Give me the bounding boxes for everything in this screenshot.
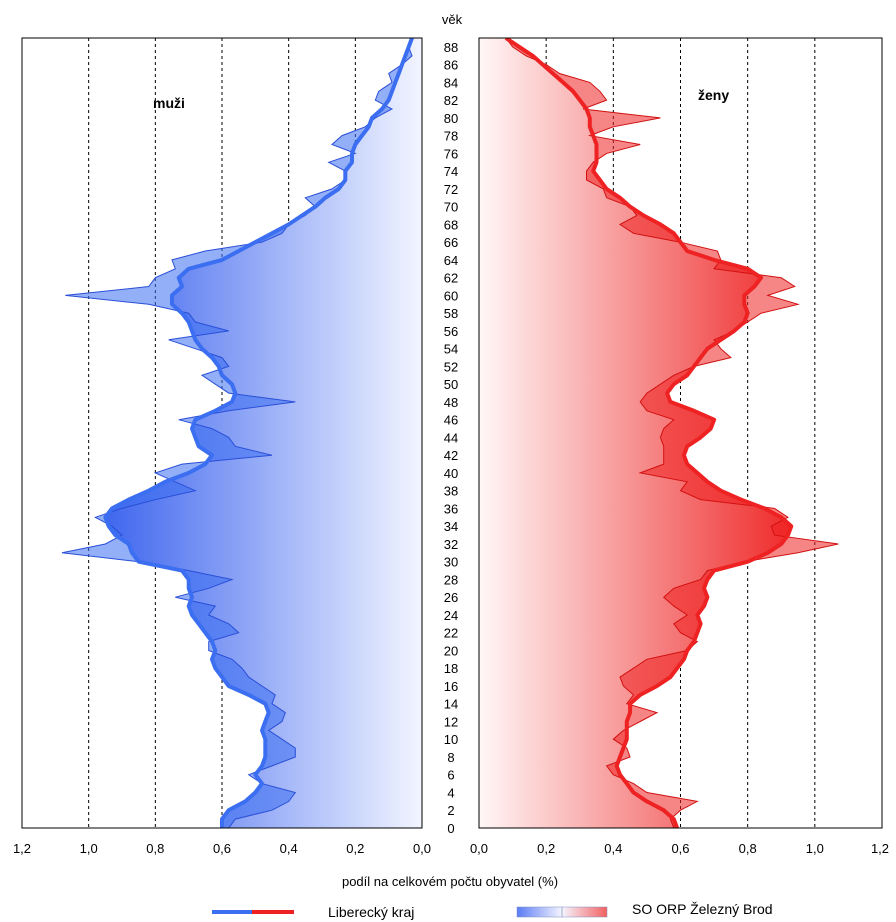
women-district-outline (505, 38, 839, 828)
age-tick-label: 86 (444, 58, 458, 73)
women-plot-area (479, 38, 839, 828)
age-tick-label: 30 (444, 555, 458, 570)
men-panel-frame (21, 37, 423, 829)
age-tick-label: 56 (444, 324, 458, 339)
women-x-tick-label: 1,2 (871, 841, 889, 856)
men-district-outline (61, 38, 413, 828)
women-regional-fill (479, 38, 792, 828)
legend-label-liberecky-kraj: Liberecký kraj (328, 904, 414, 920)
age-tick-label: 60 (444, 288, 458, 303)
women-x-tick-label: 1,0 (806, 841, 824, 856)
age-tick-label: 12 (444, 715, 458, 730)
women-panel-label: ženy (698, 87, 729, 103)
age-tick-label: 2 (447, 803, 454, 818)
age-tick-label: 0 (447, 821, 454, 836)
men-regional-fill (105, 38, 422, 828)
age-tick-label: 4 (447, 786, 454, 801)
age-axis-label: věk (442, 12, 463, 27)
age-tick-label: 82 (444, 93, 458, 108)
legend-label-so-orp: SO ORP Železný Brod (632, 901, 773, 917)
legend: Liberecký kraj SO ORP Železný Brod (212, 901, 773, 920)
women-x-tick-label: 0,0 (470, 841, 488, 856)
age-tick-label: 28 (444, 573, 458, 588)
women-x-tick-label: 0,2 (537, 841, 555, 856)
age-tick-label: 46 (444, 413, 458, 428)
age-tick-label: 32 (444, 537, 458, 552)
age-tick-label: 10 (444, 732, 458, 747)
age-tick-label: 16 (444, 679, 458, 694)
x-axis-title: podíl na celkovém počtu obyvatel (%) (342, 874, 558, 889)
age-tick-label: 76 (444, 146, 458, 161)
age-tick-label: 64 (444, 253, 458, 268)
men-plot-area (61, 38, 422, 828)
men-x-tick-label: 0,2 (346, 841, 364, 856)
men-x-tick-label: 0,0 (413, 841, 431, 856)
women-x-ticks: 0,0 0,2 0,4 0,6 0,8 1,0 1,2 (470, 841, 889, 856)
age-tick-label: 68 (444, 217, 458, 232)
men-regional-line (103, 38, 414, 828)
age-tick-label: 54 (444, 342, 458, 357)
women-district-band (505, 38, 839, 828)
age-tick-label: 58 (444, 306, 458, 321)
men-panel-label: muži (153, 95, 185, 111)
women-x-tick-label: 0,8 (739, 841, 757, 856)
age-tick-label: 38 (444, 484, 458, 499)
age-tick-label: 44 (444, 430, 458, 445)
age-tick-label: 40 (444, 466, 458, 481)
men-x-tick-label: 0,8 (146, 841, 164, 856)
age-tick-label: 24 (444, 608, 458, 623)
men-district-band (62, 38, 412, 828)
age-tick-label: 66 (444, 235, 458, 250)
men-x-tick-label: 0,4 (280, 841, 298, 856)
age-tick-label: 50 (444, 377, 458, 392)
men-x-tick-label: 1,2 (13, 841, 31, 856)
women-panel-frame (478, 37, 883, 829)
age-tick-label: 84 (444, 75, 458, 90)
age-tick-label: 70 (444, 200, 458, 215)
age-tick-label: 48 (444, 395, 458, 410)
women-panel: ženy 0,0 0,2 0,4 0,6 0,8 1,0 1,2 (470, 37, 889, 856)
age-tick-label: 78 (444, 129, 458, 144)
age-tick-label: 22 (444, 626, 458, 641)
age-tick-label: 72 (444, 182, 458, 197)
age-tick-label: 6 (447, 768, 454, 783)
age-tick-label: 62 (444, 271, 458, 286)
age-tick-label: 88 (444, 40, 458, 55)
women-x-tick-label: 0,4 (604, 841, 622, 856)
age-tick-label: 20 (444, 644, 458, 659)
age-tick-label: 36 (444, 501, 458, 516)
age-tick-label: 26 (444, 590, 458, 605)
age-tick-label: 42 (444, 448, 458, 463)
men-x-tick-label: 1,0 (80, 841, 98, 856)
age-tick-label: 52 (444, 359, 458, 374)
age-tick-label: 18 (444, 661, 458, 676)
age-tick-label: 14 (444, 697, 458, 712)
women-x-tick-label: 0,6 (671, 841, 689, 856)
age-tick-label: 34 (444, 519, 458, 534)
men-x-tick-label: 0,6 (213, 841, 231, 856)
age-tick-label: 8 (447, 750, 454, 765)
men-panel: muži 1,2 1,0 0,8 0,6 0,4 0,2 0,0 (13, 37, 431, 856)
men-x-ticks: 1,2 1,0 0,8 0,6 0,4 0,2 0,0 (13, 841, 431, 856)
age-tick-label: 74 (444, 164, 458, 179)
age-tick-label: 80 (444, 111, 458, 126)
women-regional-line (504, 38, 794, 828)
age-ticks: 0246810121416182022242628303234363840424… (444, 40, 458, 836)
